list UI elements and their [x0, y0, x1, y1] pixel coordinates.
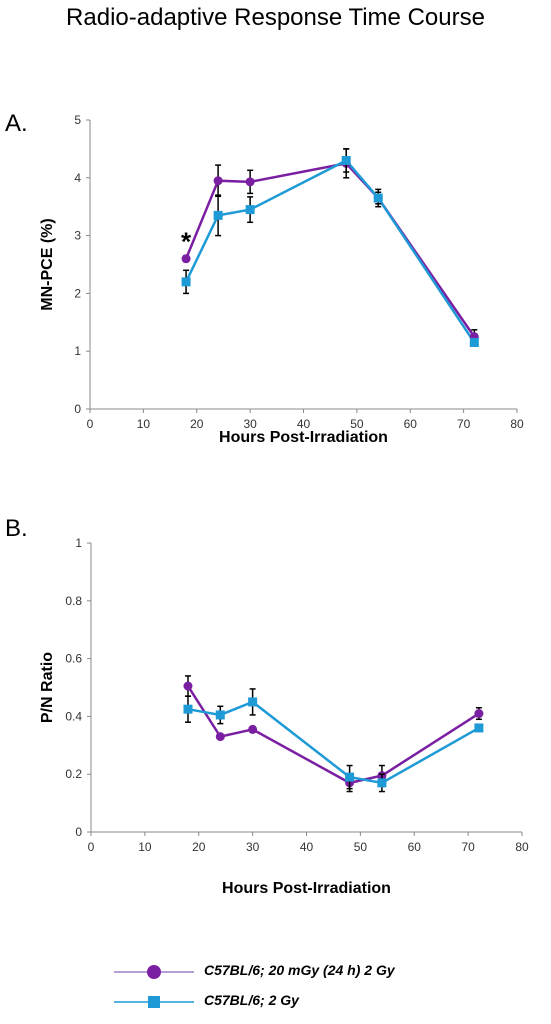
x-tick-label: 80	[515, 840, 529, 854]
x-tick-label: 10	[138, 840, 152, 854]
y-tick-label: 1	[75, 536, 82, 550]
y-tick-label: 3	[74, 229, 81, 243]
data-point-circle	[181, 254, 191, 264]
series-line-control	[184, 158, 476, 344]
data-point-square	[469, 338, 479, 348]
x-axis-title: Hours Post-Irradiation	[219, 429, 388, 446]
data-point-circle	[213, 176, 223, 186]
data-point-square	[345, 772, 355, 782]
y-axis-title: P/N Ratio	[39, 652, 56, 723]
x-tick-label: 30	[246, 840, 260, 854]
y-tick-label: 0.4	[65, 709, 82, 723]
x-axis-title: Hours Post-Irradiation	[222, 880, 391, 897]
x-tick-label: 10	[137, 417, 151, 431]
legend-label-control: C57BL/6; 2 Gy	[204, 992, 299, 1008]
legend-entry-pretreated: C57BL/6; 20 mGy (24 h) 2 Gy	[110, 962, 540, 982]
x-tick-label: 30	[243, 417, 257, 431]
data-point-square	[341, 155, 351, 165]
significance-asterisk: *	[181, 227, 192, 257]
y-tick-label: 4	[74, 171, 81, 185]
y-tick-label: 0.2	[65, 767, 82, 781]
y-tick-label: 1	[74, 344, 81, 358]
data-point-circle	[183, 681, 193, 691]
panel-a-label: A.	[5, 110, 28, 137]
data-point-square	[183, 704, 193, 714]
series-line-pretreated	[184, 161, 476, 338]
x-tick-label: 70	[461, 840, 475, 854]
x-tick-label: 50	[350, 417, 364, 431]
legend-swatch-square	[114, 996, 194, 1008]
x-tick-label: 0	[88, 840, 95, 854]
x-tick-label: 60	[404, 417, 418, 431]
data-point-square	[373, 193, 383, 203]
x-tick-label: 40	[300, 840, 314, 854]
data-point-circle	[248, 724, 258, 734]
legend-label-pretreated: C57BL/6; 20 mGy (24 h) 2 Gy	[204, 962, 395, 978]
legend-swatch-circle	[114, 965, 194, 979]
x-tick-label: 20	[192, 840, 206, 854]
y-tick-label: 0	[75, 825, 82, 839]
y-axis-title: MN-PCE (%)	[39, 218, 56, 310]
y-tick-label: 0.6	[65, 652, 82, 666]
data-point-square	[248, 697, 258, 707]
panel-b-label: B.	[5, 515, 28, 542]
y-tick-label: 2	[74, 286, 81, 300]
x-tick-label: 0	[87, 417, 94, 431]
figure-title: Radio-adaptive Response Time Course	[66, 4, 485, 31]
data-point-circle	[215, 732, 225, 742]
data-point-circle	[245, 177, 255, 187]
data-point-square	[215, 710, 225, 720]
data-point-square	[213, 210, 223, 220]
data-point-square	[245, 205, 255, 215]
data-point-square	[377, 778, 387, 788]
x-tick-label: 40	[297, 417, 311, 431]
x-tick-label: 70	[457, 417, 471, 431]
y-tick-label: 5	[74, 113, 81, 127]
legend-entry-control: C57BL/6; 2 Gy	[110, 992, 540, 1012]
x-tick-label: 50	[354, 840, 368, 854]
y-tick-label: 0.8	[65, 594, 82, 608]
data-point-square	[181, 277, 191, 287]
x-tick-label: 80	[510, 417, 524, 431]
y-tick-label: 0	[74, 402, 81, 416]
series-line-pretreated	[186, 685, 480, 785]
series-line-control	[187, 700, 480, 785]
data-point-square	[474, 723, 484, 733]
x-tick-label: 60	[408, 840, 422, 854]
x-tick-label: 20	[190, 417, 204, 431]
data-point-circle	[474, 709, 484, 719]
